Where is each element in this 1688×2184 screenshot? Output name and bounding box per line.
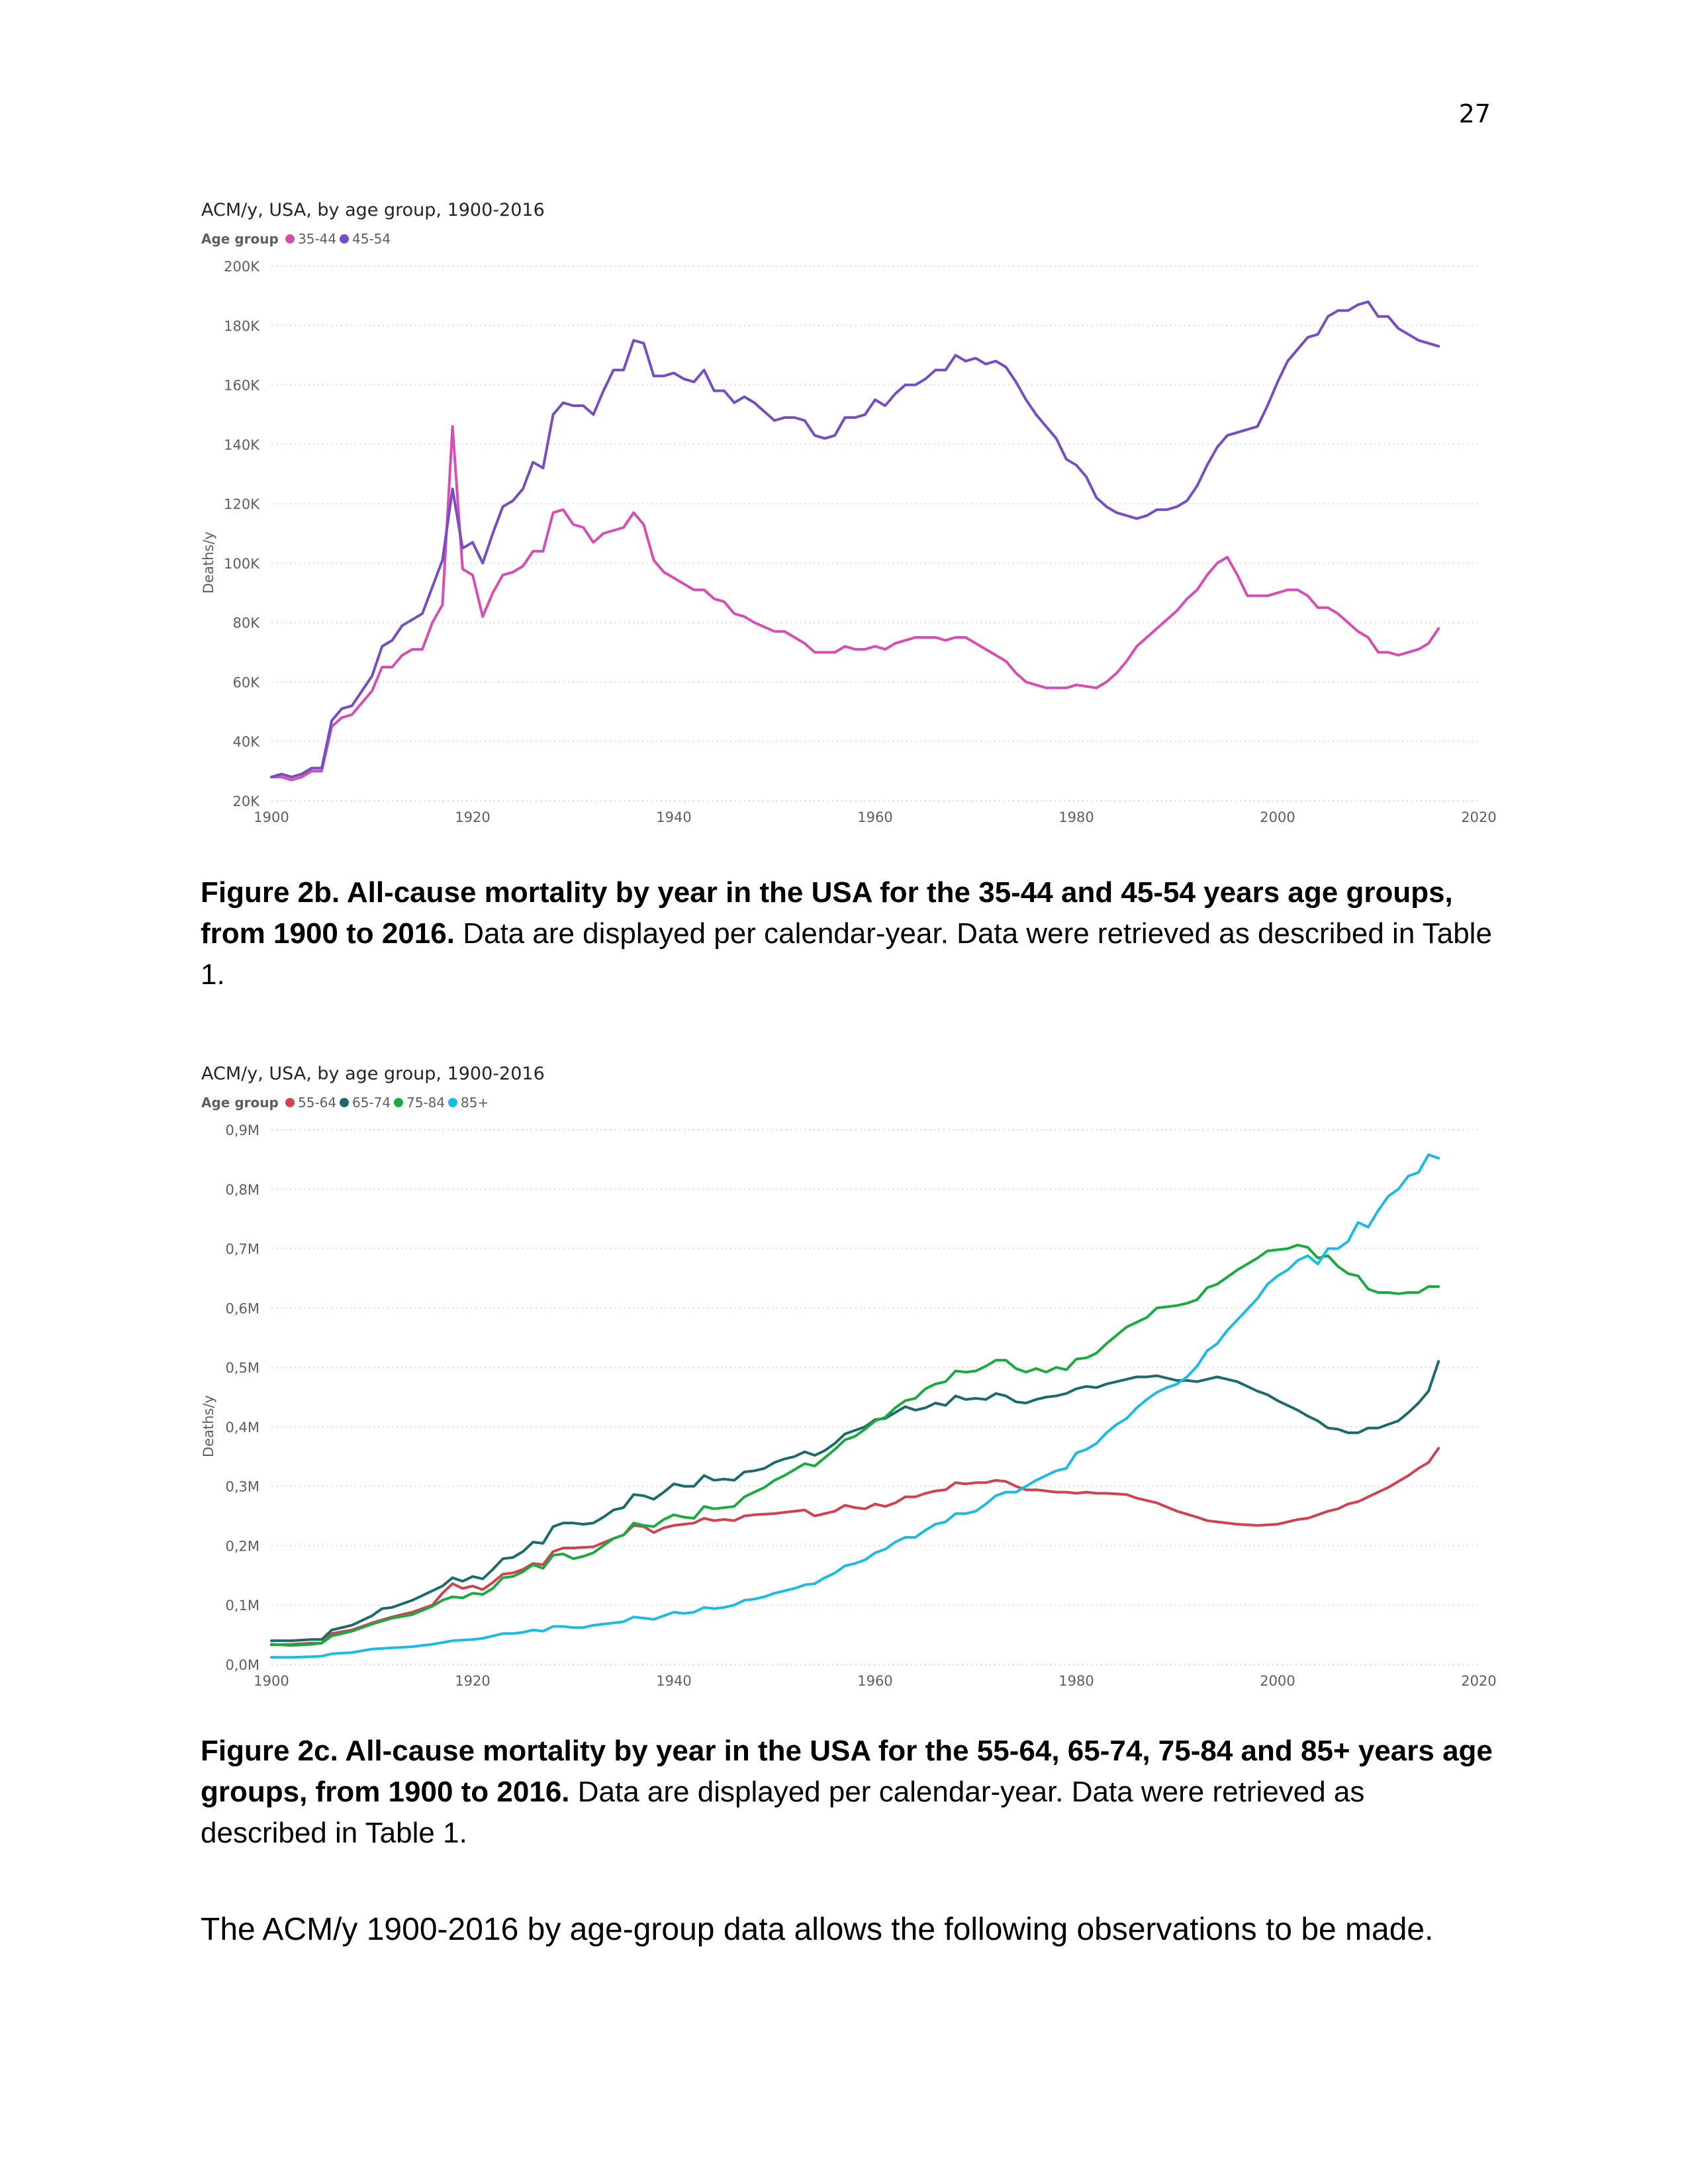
series-line-45-54 [270,300,1440,779]
legend-marker-85plus [448,1098,457,1107]
legend-label-85plus: 85+ [461,1095,489,1111]
chart-legend: Age group 35-44 45-54 [201,231,391,247]
chart-title: ACM/y, USA, by age group, 1900-2016 [201,200,545,220]
x-tick-label: 1940 [656,1673,691,1689]
x-axis: 1900 1920 1940 1960 1980 2000 2020 [254,1673,1496,1689]
y-tick-label: 120K [224,496,260,512]
y-tick-label: 40K [233,734,261,750]
figure-2c-caption: Figure 2c. All-cause mortality by year i… [201,1731,1498,1854]
legend-label-75-84: 75-84 [406,1095,445,1111]
legend-title: Age group [201,1095,279,1111]
x-tick-label: 2020 [1461,809,1496,825]
gridlines [271,1129,1479,1665]
figure-2c-chart: ACM/y, USA, by age group, 1900-2016 Age … [192,1056,1503,1704]
x-axis: 1900 1920 1940 1960 1980 2000 2020 [254,809,1496,825]
y-tick-label: 20K [233,794,261,809]
x-tick-label: 1920 [455,809,490,825]
legend-title: Age group [201,231,279,247]
series-line-75-84 [270,1244,1440,1647]
legend-label-65-74: 65-74 [352,1095,391,1111]
legend-marker-75-84 [394,1098,403,1107]
body-paragraph: The ACM/y 1900-2016 by age-group data al… [201,1912,1434,1947]
y-tick-label: 60K [233,674,261,690]
series-line-55-64 [270,1447,1440,1647]
chart-title: ACM/y, USA, by age group, 1900-2016 [201,1064,545,1084]
figure-2c-chart-svg: ACM/y, USA, by age group, 1900-2016 Age … [201,1064,1497,1689]
x-tick-label: 1980 [1058,1673,1094,1689]
y-tick-label: 0,7M [225,1242,259,1257]
y-tick-label: 0,3M [225,1479,259,1495]
y-tick-label: 140K [224,437,260,453]
gridlines [271,265,1479,801]
figure-2c-caption-text: Data are displayed per calendar-year. Da… [201,1776,1365,1849]
series-line-85plus [270,1153,1440,1659]
legend-marker-65-74 [340,1098,349,1107]
legend-label-45-54: 45-54 [352,231,391,247]
legend-label-35-44: 35-44 [298,231,336,247]
series-line-35-44 [270,425,1440,782]
figure-2c-caption-title: Figure 2c. All-cause mortality by year i… [201,1735,1493,1808]
x-tick-label: 1920 [455,1673,490,1689]
y-axis-label: Deaths/y [201,531,216,594]
x-tick-label: 1900 [254,1673,289,1689]
x-tick-label: 1980 [1058,809,1094,825]
y-tick-label: 0,0M [225,1657,259,1673]
x-tick-label: 1960 [857,809,892,825]
y-tick-label: 0,2M [225,1538,259,1554]
x-tick-label: 2000 [1260,809,1295,825]
y-tick-label: 0,6M [225,1300,259,1316]
plot-area [270,300,1440,782]
y-axis: 0,0M 0,1M 0,2M 0,3M 0,4M 0,5M 0,6M 0,7M 0,8M 0,9M [225,1122,259,1673]
y-tick-label: 0,5M [225,1360,259,1376]
y-tick-label: 0,8M [225,1182,259,1198]
y-axis: 20K 40K 60K 80K 100K 120K 140K 160K 180K 200K [224,259,260,809]
y-axis-label: Deaths/y [201,1395,216,1457]
figure-2b-chart: ACM/y, USA, by age group, 1900-2016 Age … [192,192,1503,841]
legend-marker-35-44 [285,234,295,244]
figure-2b-caption-text: Data are displayed per calendar-year. Da… [201,917,1492,991]
legend-label-55-64: 55-64 [298,1095,336,1111]
x-tick-label: 1960 [857,1673,892,1689]
y-tick-label: 160K [224,378,260,394]
plot-area [270,1153,1440,1659]
y-tick-label: 80K [233,615,261,631]
y-tick-label: 200K [224,259,260,275]
y-tick-label: 0,1M [225,1598,259,1614]
x-tick-label: 1900 [254,809,289,825]
y-tick-label: 100K [224,556,260,572]
figure-2b-caption-title: Figure 2b. All-cause mortality by year i… [201,876,1453,950]
chart-legend: Age group 55-64 65-74 75-84 85+ [201,1095,489,1111]
legend-marker-45-54 [340,234,349,244]
legend-marker-55-64 [285,1098,295,1107]
figure-2b-chart-svg: ACM/y, USA, by age group, 1900-2016 Age … [201,200,1497,825]
y-tick-label: 0,9M [225,1122,259,1138]
x-tick-label: 2020 [1461,1673,1496,1689]
y-tick-label: 180K [224,318,260,334]
x-tick-label: 2000 [1260,1673,1295,1689]
x-tick-label: 1940 [656,809,691,825]
page-number: 27 [1458,99,1491,128]
y-tick-label: 0,4M [225,1420,259,1435]
figure-2b-caption: Figure 2b. All-cause mortality by year i… [201,872,1498,995]
